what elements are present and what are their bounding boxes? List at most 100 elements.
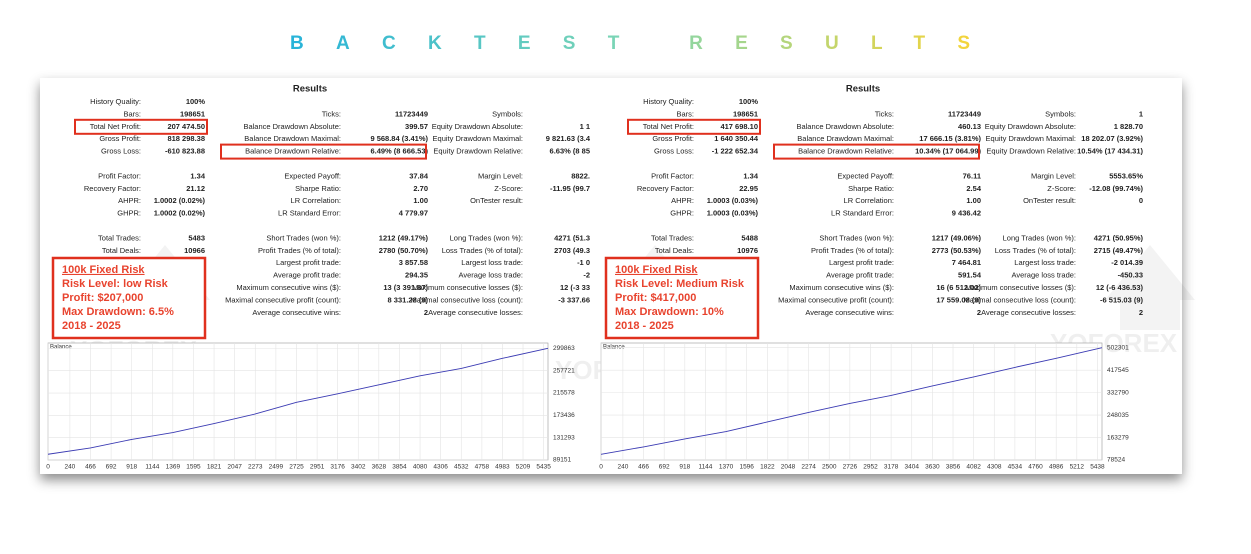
x-tick-label: 4758	[475, 464, 490, 471]
x-tick-label: 3630	[925, 464, 940, 471]
stat-value: 12 (-6 436.53)	[1096, 283, 1144, 292]
x-tick-label: 4082	[966, 464, 981, 471]
stat-label: Maximum consecutive losses ($):	[965, 283, 1076, 292]
stat-value: 9 568.84 (3.41%)	[370, 134, 428, 143]
stat-label: Equity Drawdown Absolute:	[985, 122, 1076, 131]
stat-value: 9 436.42	[952, 209, 981, 218]
x-tick-label: 4534	[1008, 464, 1023, 471]
highlight-box	[773, 143, 980, 160]
x-tick-label: 2274	[801, 464, 816, 471]
x-tick-label: 2726	[843, 464, 858, 471]
stat-label: Maximal consecutive profit (count):	[225, 295, 341, 304]
stat-label: Short Trades (won %):	[266, 233, 341, 242]
stat-label: Maximal consecutive loss (count):	[963, 295, 1076, 304]
stat-value: 1.00	[966, 196, 981, 205]
stat-value: 76.11	[963, 171, 981, 180]
x-tick-label: 5212	[1070, 464, 1085, 471]
stat-value: 2	[424, 308, 428, 317]
x-tick-label: 466	[638, 464, 649, 471]
y-tick-label: 248035	[1107, 412, 1129, 419]
stat-label: LR Standard Error:	[278, 209, 341, 218]
stat-label: LR Correlation:	[291, 196, 341, 205]
y-tick-label: 89151	[553, 457, 571, 464]
stat-label: GHPR:	[670, 209, 694, 218]
x-tick-label: 1822	[760, 464, 775, 471]
chart-frame	[600, 342, 1103, 461]
stat-label: Maximal consecutive loss (count):	[410, 295, 523, 304]
stat-value: 17 559.08 (9)	[936, 295, 981, 304]
stat-value: -3 337.66	[558, 295, 590, 304]
stat-value: 8 331.28 (9)	[388, 295, 429, 304]
x-tick-label: 918	[126, 464, 137, 471]
stat-label: GHPR:	[117, 209, 141, 218]
stat-label: Long Trades (won %):	[450, 233, 523, 242]
stat-label: Recovery Factor:	[84, 184, 141, 193]
stat-value: 1.0002 (0.02%)	[154, 196, 206, 205]
stat-label: Total Net Profit:	[90, 122, 141, 131]
stat-label: Maximum consecutive wins ($):	[789, 283, 894, 292]
stat-value: 2.54	[966, 184, 981, 193]
note-line: Risk Level: Medium Risk	[615, 278, 745, 290]
stat-label: Profit Trades (% of total):	[811, 246, 894, 255]
stat-value: 2780 (50.70%)	[379, 246, 429, 255]
x-tick-label: 3404	[905, 464, 920, 471]
x-tick-label: 0	[599, 464, 603, 471]
stat-value: 13 (3 391.87)	[383, 283, 428, 292]
stat-value: 100%	[739, 97, 759, 106]
x-tick-label: 3402	[351, 464, 366, 471]
stat-value: -1 222 652.34	[712, 147, 759, 156]
content: YOFOREXYOFOREXYOFOREXResultsHistory Qual…	[46, 84, 1178, 471]
stat-label: Total Trades:	[651, 233, 694, 242]
x-tick-label: 1595	[186, 464, 201, 471]
stat-value: 1.0002 (0.02%)	[154, 209, 206, 218]
stat-value: 21.12	[186, 184, 205, 193]
stat-value: 294.35	[405, 271, 428, 280]
stat-value: 399.57	[405, 122, 428, 131]
highlight-box	[74, 118, 208, 135]
x-tick-label: 240	[617, 464, 628, 471]
note-line: Profit: $207,000	[62, 292, 143, 304]
stat-label: Average consecutive losses:	[981, 308, 1076, 317]
x-tick-label: 240	[64, 464, 75, 471]
x-tick-label: 1144	[698, 464, 712, 471]
stat-value: 12 (-3 33	[560, 283, 590, 292]
stat-value: 11723449	[948, 109, 981, 118]
stat-label: Average loss trade:	[1012, 271, 1076, 280]
stat-label: Ticks:	[875, 109, 894, 118]
report-panel: Results History Quality: 100% Bars: 198651 To…	[46, 84, 591, 471]
page-title: BACKTEST RESULTS	[290, 33, 970, 54]
x-tick-label: 692	[106, 464, 117, 471]
stat-value: -610 823.88	[165, 147, 205, 156]
stat-label: History Quality:	[643, 97, 694, 106]
stat-label: Long Trades (won %):	[1003, 233, 1076, 242]
stat-label: Average consecutive losses:	[428, 308, 523, 317]
stat-label: Z-Score:	[1047, 184, 1076, 193]
note-line: 100k Fixed Risk	[62, 264, 145, 276]
x-tick-label: 1596	[739, 464, 754, 471]
x-tick-label: 1369	[166, 464, 181, 471]
x-tick-label: 2273	[248, 464, 263, 471]
x-tick-label: 4983	[495, 464, 510, 471]
stat-value: 5488	[741, 233, 758, 242]
stat-value: 4 779.97	[399, 209, 428, 218]
stat-label: Balance Drawdown Relative:	[245, 147, 341, 156]
y-tick-label: 257721	[553, 367, 575, 374]
stat-label: Balance Drawdown Relative:	[798, 147, 894, 156]
x-tick-label: 5209	[516, 464, 531, 471]
stat-label: Total Trades:	[98, 233, 141, 242]
y-tick-label: 417545	[1107, 367, 1129, 374]
y-tick-label: 215578	[553, 390, 575, 397]
x-tick-label: 1370	[719, 464, 734, 471]
stat-value: 1 828.70	[1114, 122, 1143, 131]
stat-value: 2	[977, 308, 981, 317]
stat-label: Gross Loss:	[654, 147, 694, 156]
stat-label: Balance Drawdown Maximal:	[797, 134, 894, 143]
stat-value: 2	[1139, 308, 1143, 317]
x-tick-label: 0	[46, 464, 50, 471]
stat-value: 1 640 350.44	[714, 134, 759, 143]
stat-label: Maximum consecutive losses ($):	[412, 283, 523, 292]
stat-value: -2 014.39	[1111, 258, 1143, 267]
x-tick-label: 3178	[884, 464, 899, 471]
stat-label: Balance Drawdown Absolute:	[243, 122, 341, 131]
y-tick-label: 131293	[553, 434, 575, 441]
